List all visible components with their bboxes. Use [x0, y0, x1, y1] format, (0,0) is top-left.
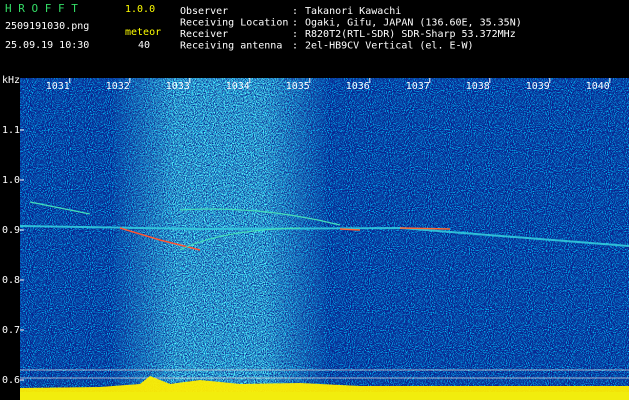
- field-label: Receiving Location: [180, 18, 288, 29]
- y-axis-label: kHz: [2, 75, 20, 86]
- count: 40: [138, 40, 150, 51]
- y-tick-label: 0.7: [2, 325, 20, 336]
- field-separator: :: [292, 41, 298, 52]
- noise-band: [110, 78, 330, 400]
- field-label: Observer: [180, 6, 228, 17]
- spectrogram: [19, 78, 629, 400]
- field-label: Receiver: [180, 29, 228, 40]
- y-tick-label: 1.1: [2, 125, 20, 136]
- y-tick-label: 0.6: [2, 375, 20, 386]
- x-tick-label: 1031: [46, 81, 70, 92]
- y-tick-label: 1.0: [2, 175, 20, 186]
- version: 1.0.0: [125, 4, 155, 15]
- y-tick-label: 0.9: [2, 225, 20, 236]
- field-value: R820T2(RTL-SDR) SDR-Sharp 53.372MHz: [305, 29, 516, 40]
- app-name: H R O F F T: [5, 2, 78, 15]
- field-value: Ogaki, Gifu, JAPAN (136.60E, 35.35N): [305, 18, 522, 29]
- count-label: meteor: [125, 27, 161, 38]
- y-tick-label: 0.8: [2, 275, 20, 286]
- meteor-trace: [29, 201, 341, 251]
- field-label: Receiving antenna: [180, 41, 282, 52]
- station-info: Observer: Takanori Kawachi Receiving Locat…: [180, 6, 522, 52]
- axes: 1031 1032 1033 1034 1035 1036 1037 1038 1039 1040…: [2, 78, 611, 386]
- header: H R O F F T 1.0.0 2509191030.png meteor …: [5, 2, 522, 52]
- x-tick-label: 1032: [106, 81, 130, 92]
- timestamp: 25.09.19 10:30: [5, 40, 89, 51]
- meteor-trace: [339, 227, 451, 231]
- file-name: 2509191030.png: [5, 21, 89, 32]
- level-bar: [20, 376, 629, 400]
- x-tick-label: 1040: [586, 81, 610, 92]
- field-separator: :: [292, 6, 298, 17]
- x-tick-label: 1037: [406, 81, 430, 92]
- x-tick-label: 1035: [286, 81, 310, 92]
- field-value: 2el-HB9CV Vertical (el. E-W): [305, 41, 474, 52]
- x-tick-label: 1036: [346, 81, 370, 92]
- x-tick-label: 1034: [226, 81, 250, 92]
- x-tick-label: 1033: [166, 81, 190, 92]
- field-value: Takanori Kawachi: [305, 6, 401, 17]
- field-separator: :: [292, 29, 298, 40]
- field-separator: :: [292, 18, 298, 29]
- x-tick-label: 1039: [526, 81, 550, 92]
- x-tick-label: 1038: [466, 81, 490, 92]
